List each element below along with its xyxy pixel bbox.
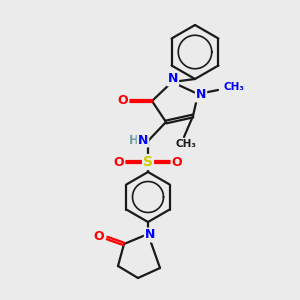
Text: CH₃: CH₃ [176,139,197,149]
Text: O: O [114,155,124,169]
Text: N: N [145,229,155,242]
Text: S: S [143,155,153,169]
Text: N: N [196,88,206,101]
Text: O: O [118,94,128,107]
Text: CH₃: CH₃ [224,82,245,92]
Text: N: N [168,73,178,85]
Text: O: O [172,155,182,169]
Text: N: N [138,134,148,146]
Text: H: H [129,134,139,146]
Text: O: O [94,230,104,242]
